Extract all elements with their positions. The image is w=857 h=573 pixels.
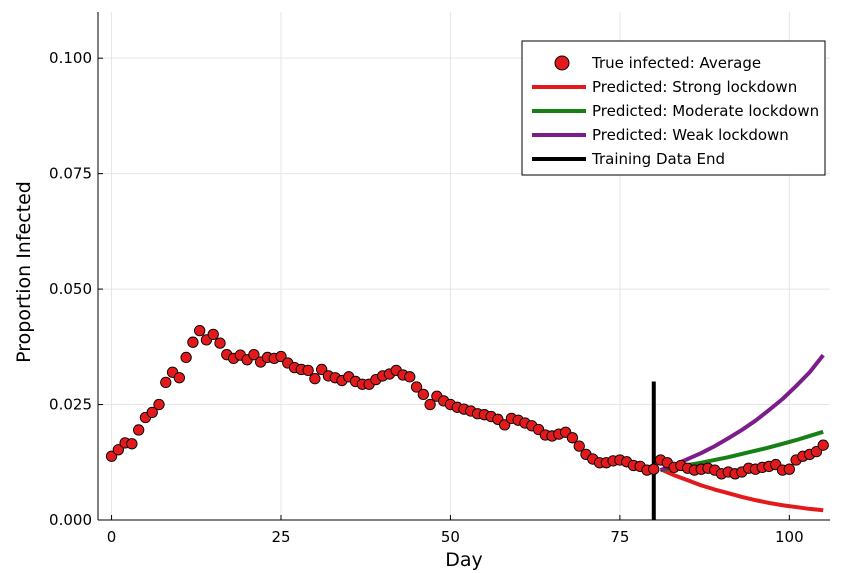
data-point [275, 350, 287, 363]
data-point [105, 450, 118, 462]
data-point [214, 337, 226, 349]
y-tick-label: 0.050 [49, 280, 92, 298]
data-point [410, 381, 423, 393]
legend-label: Predicted: Weak lockdown [592, 126, 789, 144]
data-point [160, 376, 172, 389]
data-point [248, 349, 260, 361]
data-point [573, 440, 585, 452]
data-point [126, 438, 138, 450]
data-point [817, 439, 829, 451]
data-point [404, 371, 416, 383]
data-point [180, 351, 192, 364]
y-tick-label: 0.100 [49, 49, 92, 67]
data-point [153, 398, 165, 411]
data-point [316, 363, 328, 376]
data-point [309, 373, 321, 385]
data-point [302, 364, 314, 377]
data-point [499, 419, 511, 431]
series-lines [651, 353, 825, 520]
data-point [194, 325, 206, 337]
legend-label: Predicted: Strong lockdown [592, 78, 797, 96]
y-tick-label: 0.000 [49, 511, 92, 529]
data-point [648, 463, 660, 475]
data-point [133, 424, 145, 436]
y-axis-label: Proportion Infected [13, 181, 35, 363]
data-point [417, 388, 429, 401]
axes [97, 12, 830, 521]
legend-marker [554, 55, 570, 71]
data-point [424, 398, 436, 411]
legend: True infected: Average Predicted: Strong … [521, 40, 826, 176]
data-point [146, 406, 158, 419]
data-point [112, 444, 124, 456]
legend-box [521, 40, 826, 176]
x-tick-label: 25 [271, 528, 290, 546]
data-point [810, 446, 823, 458]
data-point [207, 328, 219, 340]
y-tick-label: 0.025 [49, 396, 92, 414]
tick-labels: 0 25 50 75 100 0.000 0.025 0.050 0.075 0.100 [49, 49, 804, 546]
data-point [566, 432, 579, 444]
x-tick-label: 50 [441, 528, 460, 546]
data-point [187, 336, 199, 348]
legend-label: Predicted: Moderate lockdown [592, 102, 819, 120]
legend-label: True infected: Average [591, 54, 761, 72]
y-tick-label: 0.075 [49, 165, 92, 183]
series-points [105, 325, 829, 480]
series-1-line [659, 467, 824, 513]
series-3-line [659, 353, 825, 472]
x-tick-label: 75 [610, 528, 629, 546]
x-tick-label: 100 [775, 528, 804, 546]
data-point [173, 372, 185, 384]
data-point [783, 463, 795, 475]
legend-label: Training Data End [591, 150, 725, 168]
x-axis-label: Day [445, 549, 483, 571]
x-tick-label: 0 [107, 528, 117, 546]
